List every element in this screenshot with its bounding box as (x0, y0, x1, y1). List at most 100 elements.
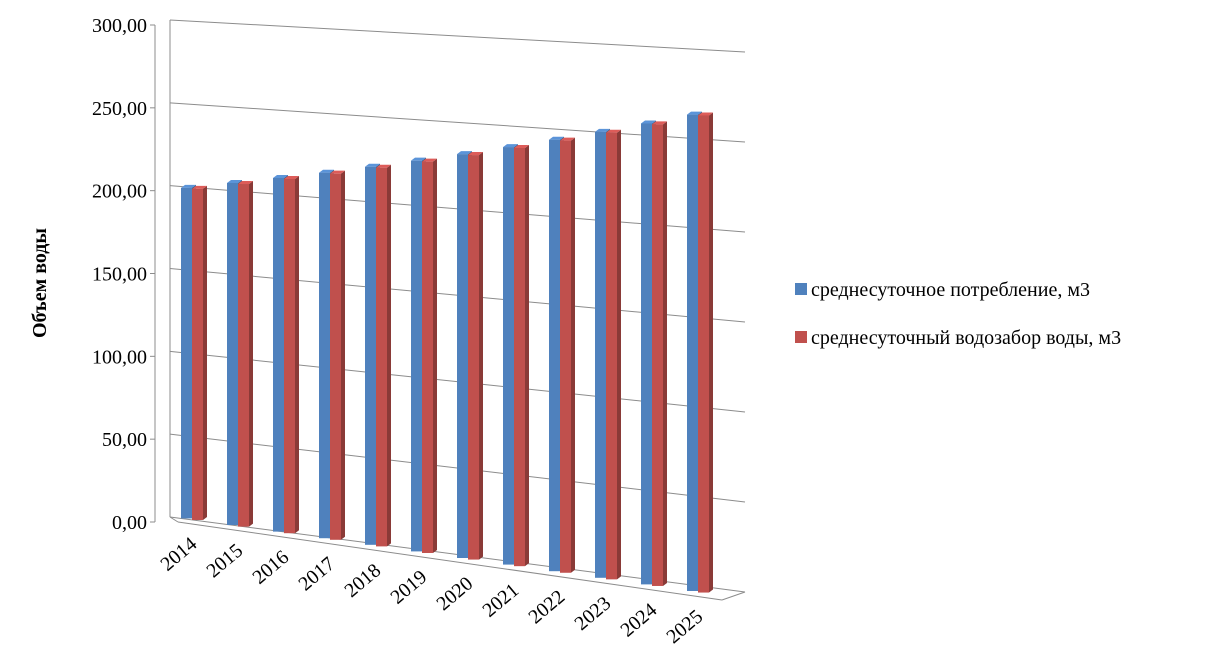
bar-side (663, 121, 667, 586)
bar-front (227, 182, 238, 526)
floor-left-edge (169, 516, 179, 523)
bar-side (433, 158, 437, 553)
bar (192, 185, 207, 521)
bar-front (698, 115, 709, 593)
bar-front (560, 140, 571, 573)
bar-side (203, 185, 207, 521)
bar-top (319, 169, 334, 173)
bar-side (709, 112, 713, 593)
bar-front (376, 167, 387, 547)
x-tick-label: 2020 (432, 573, 477, 616)
bar-top (365, 163, 380, 167)
bar-top (549, 136, 564, 140)
bar-front (606, 132, 617, 580)
y-tick-label: 100,00 (92, 346, 147, 368)
bar-front (514, 147, 525, 567)
bar (422, 158, 437, 553)
floor-right-edge (721, 591, 746, 601)
legend-item: среднесуточное потребление, м3 (795, 278, 1215, 302)
bar (606, 129, 621, 580)
y-tick-label: 300,00 (92, 15, 147, 37)
legend-item: среднесуточный водозабор воды, м3 (795, 326, 1215, 350)
bar-front (284, 178, 295, 534)
bar (284, 175, 299, 534)
bar-top (641, 120, 656, 124)
y-tick-label: 250,00 (92, 98, 147, 120)
bar (652, 121, 667, 586)
x-tick-label: 2015 (202, 540, 247, 583)
bar-side (617, 129, 621, 580)
bar-top (192, 185, 207, 189)
legend-label-consumption: среднесуточное потребление, м3 (811, 279, 1090, 301)
legend: среднесуточное потребление, м3 среднесут… (795, 278, 1215, 374)
bar-top (273, 174, 288, 178)
bar-side (479, 152, 483, 560)
y-tick-label: 150,00 (92, 264, 147, 286)
bar-top (606, 129, 621, 133)
y-axis-title: Объем воды (29, 228, 51, 338)
x-tick-label: 2019 (386, 566, 431, 609)
bar-top (376, 164, 391, 168)
bar-front (468, 155, 479, 560)
bar-top (595, 128, 610, 132)
category-axis (177, 521, 723, 601)
bar-front (411, 160, 422, 552)
bar-side (249, 181, 253, 527)
x-tick-label: 2022 (524, 586, 569, 629)
bar-side (295, 175, 299, 534)
bar-top (468, 152, 483, 156)
bar-top (457, 151, 472, 155)
x-tick-label: 2014 (156, 533, 201, 576)
bar-top (687, 111, 702, 115)
bar-top (284, 175, 299, 179)
bar-front (641, 123, 652, 585)
y-tick-label: 0,00 (112, 512, 147, 534)
bar-front (330, 173, 341, 540)
x-tick-label: 2018 (340, 559, 385, 602)
bar-top (503, 144, 518, 148)
y-tick-label: 200,00 (92, 181, 147, 203)
y-tick-labels: 0,00 50,00 100,00 150,00 200,00 250,00 300,00 (92, 15, 155, 534)
x-tick-label: 2024 (616, 599, 661, 642)
x-tick-label: 2016 (248, 546, 293, 589)
bar-front (549, 139, 560, 572)
bar-front (319, 172, 330, 539)
legend-label-withdrawal: среднесуточный водозабор воды, м3 (811, 327, 1122, 349)
bar (330, 170, 345, 540)
bar (238, 181, 253, 527)
bar-top (238, 181, 253, 185)
bar-top (422, 158, 437, 162)
bar-front (422, 161, 433, 553)
bar-top (181, 184, 196, 188)
bar-front (365, 166, 376, 545)
bar (376, 164, 391, 547)
bar-front (273, 177, 284, 532)
legend-swatch-consumption (795, 283, 807, 295)
bar-front (687, 114, 698, 591)
bar-top (330, 170, 345, 174)
bar-front (238, 184, 249, 527)
bar-front (503, 147, 514, 565)
bars (181, 111, 713, 593)
x-tick-label: 2021 (478, 579, 523, 622)
bar-front (595, 131, 606, 578)
bar (698, 112, 713, 593)
bar (468, 152, 483, 560)
bar-top (411, 157, 426, 161)
y-tick-label: 50,00 (102, 429, 147, 451)
bar-top (514, 144, 529, 148)
bar-side (571, 137, 575, 573)
bar-top (227, 179, 242, 183)
bar-front (652, 124, 663, 586)
gridline (169, 19, 746, 53)
bar-top (560, 137, 575, 141)
bar-side (341, 170, 345, 540)
bar-front (192, 188, 203, 521)
bar-side (387, 164, 391, 547)
bar-top (652, 121, 667, 125)
bar-front (181, 187, 192, 519)
bar-side (525, 144, 529, 567)
bar-top (698, 112, 713, 116)
